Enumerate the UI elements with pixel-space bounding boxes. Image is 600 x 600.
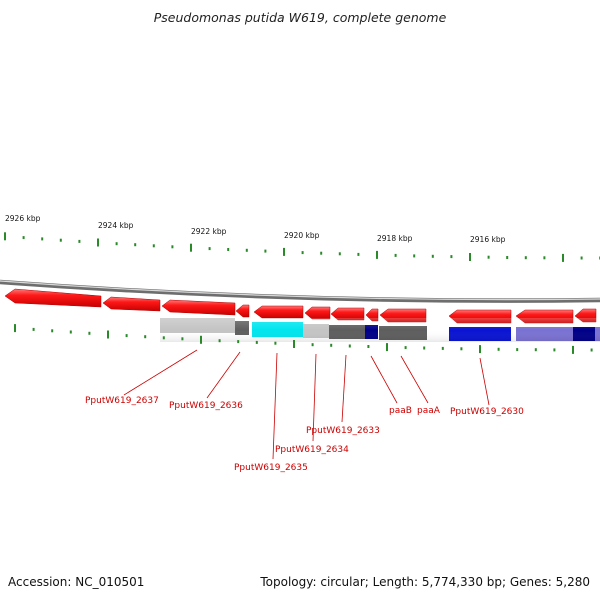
- gene-label[interactable]: PputW619_2634: [275, 445, 349, 455]
- gene-label[interactable]: paaA: [417, 406, 441, 416]
- major-tick: [200, 335, 202, 344]
- gene-arrow[interactable]: [235, 304, 250, 318]
- major-tick: [376, 250, 378, 259]
- gene-arrow[interactable]: [161, 299, 236, 316]
- minor-tick: [367, 345, 370, 348]
- gene-label[interactable]: PputW619_2635: [234, 463, 308, 473]
- scale-label: 2926 kbp: [5, 214, 41, 223]
- minor-tick: [534, 348, 537, 352]
- scale-label: 2916 kbp: [470, 235, 506, 244]
- minor-tick: [301, 251, 304, 255]
- forward-strand-genes: [4, 288, 597, 324]
- major-tick: [14, 324, 16, 333]
- minor-tick: [506, 256, 509, 259]
- minor-tick: [580, 256, 583, 260]
- minor-tick: [497, 347, 500, 351]
- minor-tick: [78, 239, 81, 243]
- minor-tick: [134, 243, 137, 247]
- minor-tick: [237, 340, 240, 344]
- minor-tick: [320, 251, 323, 255]
- minor-tick: [441, 346, 444, 350]
- minor-tick: [41, 237, 44, 241]
- minor-tick: [22, 236, 25, 240]
- gene-arrow[interactable]: [253, 305, 304, 319]
- minor-tick: [181, 337, 184, 341]
- topology-text: Topology: circular; Length: 5,774,330 bp…: [259, 575, 590, 589]
- minor-tick: [394, 253, 397, 257]
- minor-tick: [115, 242, 118, 246]
- minor-tick: [590, 348, 593, 352]
- minor-tick: [208, 247, 211, 251]
- minor-tick: [357, 252, 360, 256]
- scale-label: 2922 kbp: [191, 227, 227, 236]
- gene-arrow[interactable]: [102, 296, 161, 312]
- minor-tick: [553, 348, 556, 352]
- minor-tick: [404, 346, 407, 350]
- feature-bars: [160, 318, 600, 342]
- minor-tick: [255, 340, 258, 344]
- scale-ticks-inner: [14, 324, 593, 354]
- genome-backbone-highlight: [0, 280, 600, 301]
- minor-tick: [162, 336, 165, 340]
- major-tick: [283, 247, 285, 256]
- minor-tick: [348, 344, 351, 348]
- major-tick: [562, 253, 564, 262]
- minor-tick: [144, 335, 147, 339]
- minor-tick: [69, 330, 72, 334]
- minor-tick: [311, 343, 314, 347]
- gene-labels: PputW619_2637 PputW619_2636 PputW619_263…: [85, 396, 524, 473]
- major-tick: [4, 232, 6, 241]
- minor-tick: [524, 256, 527, 260]
- gene-label[interactable]: paaB: [389, 406, 412, 416]
- minor-tick: [413, 254, 416, 258]
- accession-text: Accession: NC_010501: [8, 575, 144, 589]
- scale-label: 2924 kbp: [98, 221, 134, 230]
- minor-tick: [32, 327, 35, 331]
- minor-tick: [330, 343, 333, 347]
- major-tick: [293, 340, 295, 348]
- scale-label: 2920 kbp: [284, 231, 320, 240]
- minor-tick: [516, 348, 519, 352]
- gene-label[interactable]: PputW619_2630: [450, 407, 524, 417]
- leader-lines: [123, 349, 490, 460]
- map-title: Pseudomonas putida W619, complete genome: [154, 10, 447, 25]
- gene-arrow[interactable]: [4, 288, 102, 308]
- minor-tick: [487, 255, 490, 259]
- scale-label: 2918 kbp: [377, 234, 413, 243]
- scale-labels: 2926 kbp 2924 kbp 2922 kbp 2920 kbp 2918…: [5, 214, 506, 244]
- minor-tick: [460, 347, 463, 351]
- major-tick: [386, 343, 388, 352]
- gene-arrow[interactable]: [304, 306, 331, 320]
- gene-label[interactable]: PputW619_2636: [169, 401, 243, 411]
- gene-label[interactable]: PputW619_2633: [306, 426, 380, 436]
- minor-tick: [543, 256, 546, 260]
- scale-ticks-outer: [4, 232, 600, 262]
- major-tick: [97, 238, 99, 247]
- minor-tick: [264, 249, 267, 253]
- minor-tick: [423, 346, 426, 350]
- minor-tick: [125, 334, 128, 338]
- minor-tick: [431, 254, 434, 258]
- minor-tick: [450, 255, 453, 259]
- gene-label[interactable]: PputW619_2637: [85, 396, 159, 406]
- minor-tick: [59, 238, 62, 242]
- major-tick: [190, 243, 192, 252]
- minor-tick: [227, 248, 230, 251]
- major-tick: [469, 253, 471, 261]
- minor-tick: [218, 339, 221, 343]
- major-tick: [572, 345, 574, 354]
- minor-tick: [338, 252, 341, 256]
- minor-tick: [171, 245, 174, 249]
- genome-backbone: [0, 279, 600, 303]
- minor-tick: [152, 244, 155, 248]
- major-tick: [479, 345, 481, 354]
- minor-tick: [274, 341, 277, 345]
- major-tick: [107, 330, 109, 339]
- minor-tick: [88, 331, 91, 335]
- minor-tick: [245, 248, 248, 252]
- minor-tick: [51, 329, 54, 333]
